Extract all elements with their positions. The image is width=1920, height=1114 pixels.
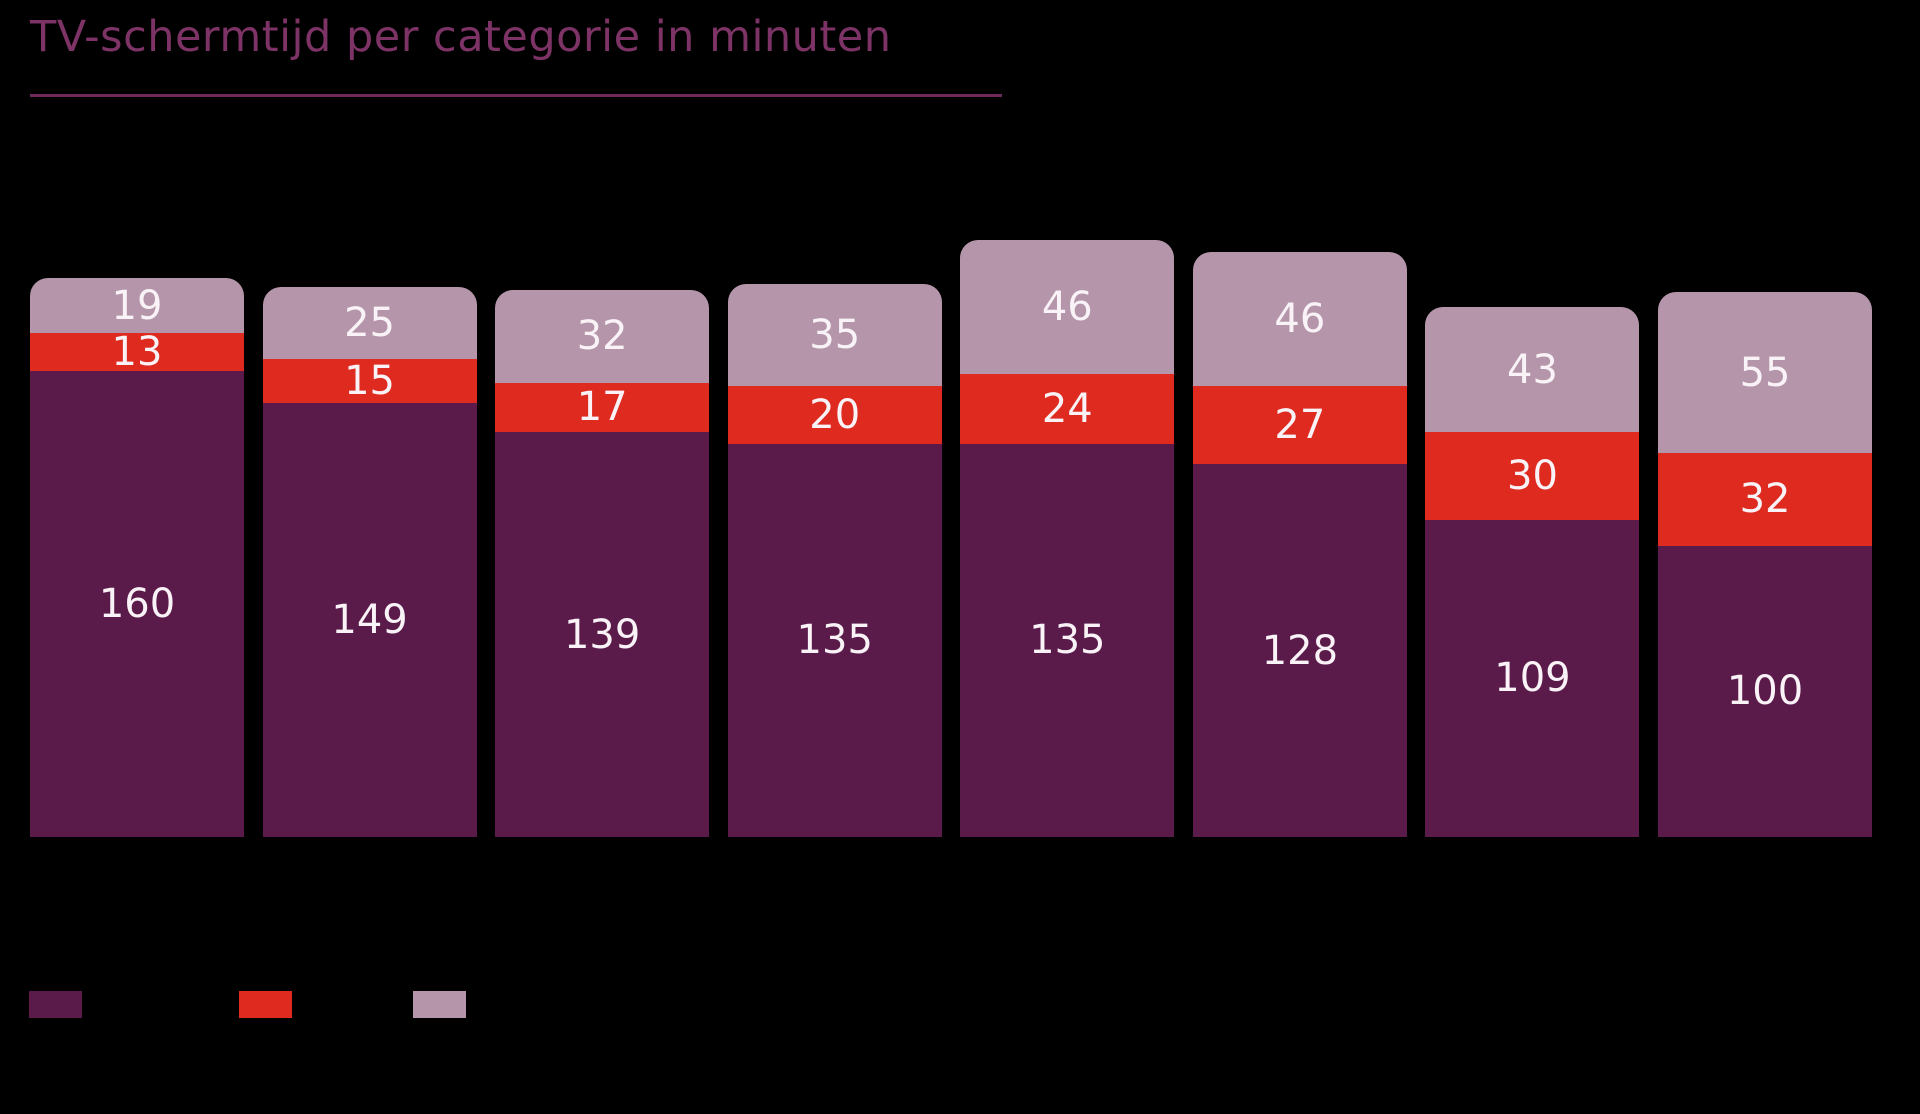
bar-segment-top-mauve: 25: [262, 286, 477, 360]
bar-segment-top-mauve: 46: [1192, 251, 1407, 386]
bar-segment-bottom-dark-purple: 135: [727, 443, 942, 837]
title-underline: [30, 94, 1002, 97]
bar-value-label: 17: [576, 384, 628, 431]
bar-segment-middle-red: 27: [1192, 385, 1407, 465]
bar-value-label: 20: [809, 391, 861, 438]
legend: [0, 991, 1920, 1018]
bar-segment-middle-red: 20: [727, 385, 942, 444]
bar-value-label: 27: [1274, 401, 1326, 448]
bar-value-label: 32: [1739, 476, 1791, 523]
bar-segment-top-mauve: 35: [727, 283, 942, 386]
bar-segment-bottom-dark-purple: 160: [30, 371, 244, 837]
bar-value-label: 135: [796, 617, 873, 664]
bar-segment-bottom-dark-purple: 149: [262, 403, 477, 837]
page-title: TV-schermtijd per categorie in minuten: [30, 12, 892, 62]
bar-segment-bottom-dark-purple: 135: [960, 443, 1175, 837]
bar-value-label: 55: [1739, 349, 1791, 396]
bar-value-label: 46: [1041, 284, 1093, 331]
bar-column: 25 15 149: [262, 286, 477, 837]
bar-segment-middle-red: 15: [262, 358, 477, 405]
bar-segment-bottom-dark-purple: 139: [495, 432, 710, 837]
bar-value-label: 25: [344, 300, 396, 347]
bar-segment-middle-red: 17: [495, 382, 710, 433]
stacked-bar-chart: 19 13 160 25 15 149 32 17 139 35 20 135 46 24 135 46 27 1…: [30, 0, 1873, 837]
bar-column: 35 20 135: [727, 283, 942, 837]
bar-value-label: 46: [1274, 295, 1326, 342]
bar-value-label: 35: [809, 311, 861, 358]
bar-value-label: 109: [1494, 655, 1571, 702]
bar-value-label: 19: [111, 282, 163, 329]
bar-segment-top-mauve: 43: [1425, 307, 1640, 433]
bar-value-label: 43: [1507, 346, 1558, 393]
bar-column: 55 32 100: [1658, 292, 1873, 837]
bar-value-label: 24: [1041, 385, 1093, 432]
bar-segment-top-mauve: 19: [30, 277, 244, 334]
bar-segment-top-mauve: 55: [1658, 292, 1873, 453]
bar-value-label: 160: [98, 581, 176, 628]
bar-column: 43 30 109: [1425, 307, 1640, 837]
bar-segment-middle-red: 24: [960, 373, 1175, 444]
bar-value-label: 135: [1029, 617, 1106, 664]
bar-segment-top-mauve: 32: [495, 289, 710, 383]
bar-column: 46 27 128: [1192, 251, 1407, 837]
bar-segment-middle-red: 30: [1425, 432, 1640, 520]
bar-value-label: 30: [1507, 452, 1558, 499]
bar-value-label: 149: [331, 597, 408, 644]
legend-swatch-dark-purple: [29, 991, 82, 1018]
bar-value-label: 100: [1726, 668, 1804, 715]
bar-segment-top-mauve: 46: [960, 240, 1175, 374]
bar-segment-middle-red: 13: [30, 329, 244, 376]
bar-segment-bottom-dark-purple: 109: [1425, 519, 1640, 837]
bar-segment-bottom-dark-purple: 100: [1658, 545, 1873, 837]
bar-segment-middle-red: 32: [1658, 452, 1873, 546]
bar-value-label: 128: [1261, 627, 1339, 674]
bar-value-label: 13: [111, 329, 163, 376]
bar-column: 32 17 139: [495, 289, 710, 837]
bar-value-label: 32: [576, 313, 628, 360]
bar-value-label: 139: [563, 611, 641, 658]
bar-column: 19 13 160: [30, 277, 244, 837]
legend-swatch-mauve: [413, 991, 466, 1018]
bar-value-label: 15: [344, 358, 396, 405]
legend-swatch-red: [239, 991, 292, 1018]
bar-segment-bottom-dark-purple: 128: [1192, 464, 1407, 837]
bar-column: 46 24 135: [960, 240, 1175, 837]
